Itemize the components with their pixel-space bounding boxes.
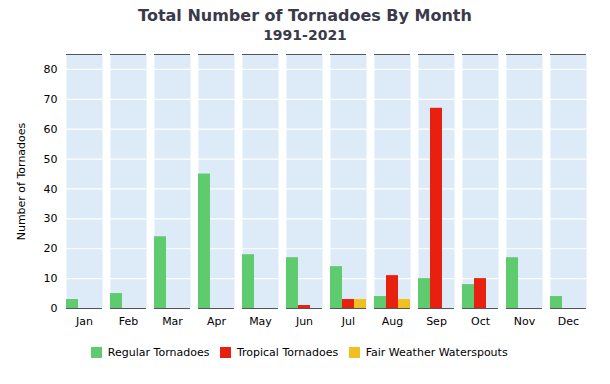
svg-text:Dec: Dec <box>558 315 579 328</box>
svg-text:May: May <box>249 315 272 328</box>
html-text:Regular Tornadoes: Regular Tornadoes <box>107 346 210 359</box>
svg-text:60: 60 <box>44 123 58 136</box>
svg-text:0: 0 <box>51 302 58 315</box>
svg-text:Nov: Nov <box>514 315 536 328</box>
svg-text:20: 20 <box>44 242 58 255</box>
svg-text:10: 10 <box>44 272 58 285</box>
svg-text:Sep: Sep <box>426 315 447 328</box>
svg-text:Apr: Apr <box>207 315 227 328</box>
svg-text:Jul: Jul <box>341 315 355 328</box>
svg-text:50: 50 <box>44 153 58 166</box>
svg-text:Jun: Jun <box>295 315 313 328</box>
svg-text:70: 70 <box>44 93 58 106</box>
svg-text:Number of Tornadoes: Number of Tornadoes <box>15 122 28 240</box>
svg-text:40: 40 <box>44 182 58 195</box>
html-text:Total Number of Tornadoes By M: Total Number of Tornadoes By Month <box>138 6 472 25</box>
svg-text:Mar: Mar <box>162 315 183 328</box>
html-text:1991-2021: 1991-2021 <box>263 27 347 43</box>
html-text:Fair Weather Waterspouts: Fair Weather Waterspouts <box>365 346 508 359</box>
html-text:Tropical Tornadoes: Tropical Tornadoes <box>236 346 339 359</box>
svg-text:80: 80 <box>44 63 58 76</box>
svg-text:Aug: Aug <box>382 315 403 328</box>
svg-text:30: 30 <box>44 212 58 225</box>
svg-text:Oct: Oct <box>471 315 491 328</box>
svg-text:Feb: Feb <box>119 315 138 328</box>
svg-text:Jan: Jan <box>75 315 93 328</box>
